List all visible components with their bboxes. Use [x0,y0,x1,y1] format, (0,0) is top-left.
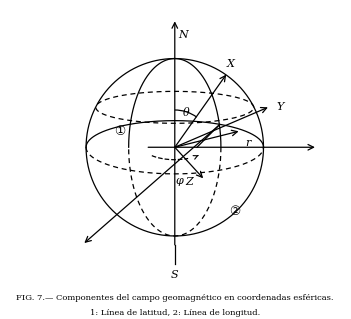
Text: 1: Línea de latitud, 2: Línea de longitud.: 1: Línea de latitud, 2: Línea de longitu… [90,309,260,317]
Text: Z: Z [185,177,193,187]
Text: ②: ② [230,204,241,218]
Text: r: r [245,138,250,148]
Text: S: S [171,270,179,280]
Text: ①: ① [114,125,125,138]
Text: X: X [227,59,234,69]
Text: φ: φ [176,176,183,186]
Text: N: N [178,30,188,40]
Text: Y: Y [277,102,284,112]
Text: FIG. 7.— Componentes del campo geomagnético en coordenadas esféricas.: FIG. 7.— Componentes del campo geomagnét… [16,293,333,302]
Text: θ: θ [183,108,190,118]
